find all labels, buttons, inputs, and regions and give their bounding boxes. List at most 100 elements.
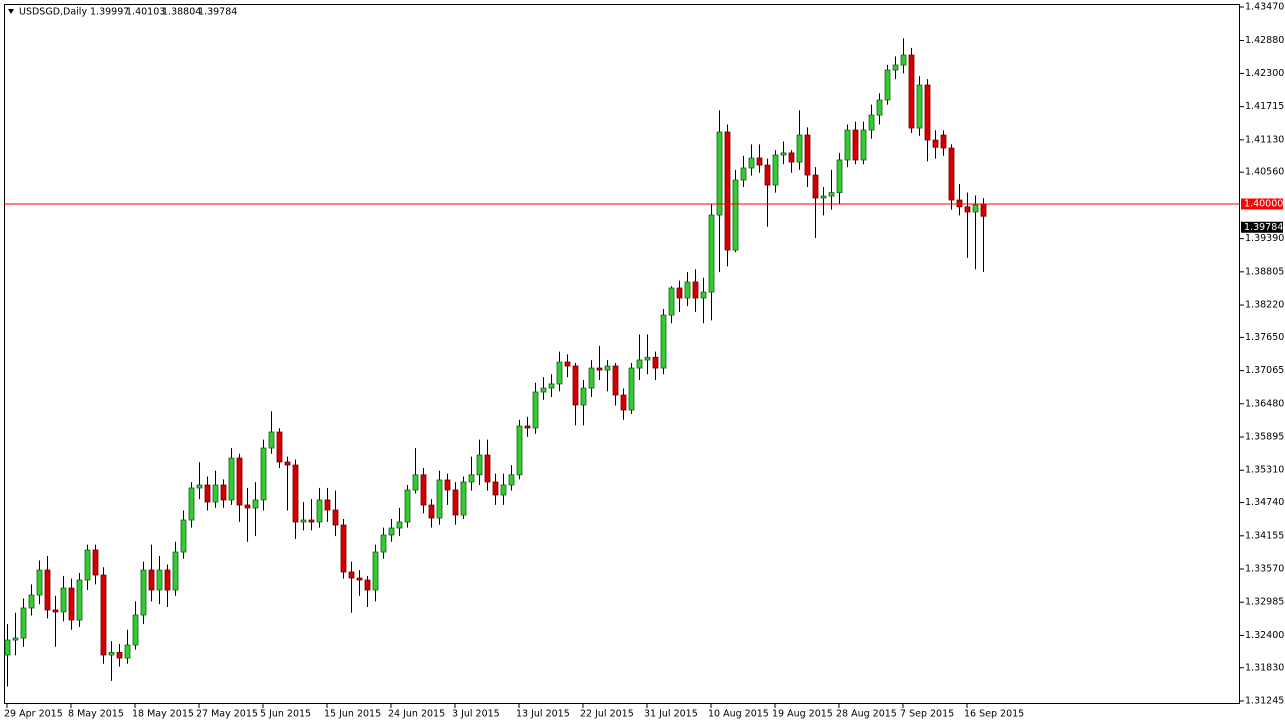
reference-label-box [1241, 198, 1283, 210]
y-tick-label: 1.31830 [1245, 662, 1284, 673]
candle-body [748, 157, 755, 169]
candle-body [244, 504, 251, 509]
reference-label: 1.40000 [1244, 198, 1283, 209]
y-tick-label: 1.32400 [1245, 630, 1284, 641]
candle-body [916, 84, 923, 129]
candle-body [980, 203, 987, 217]
candle-body [28, 594, 35, 609]
price-label: 1.39784 [1244, 222, 1283, 233]
x-tick-label: 29 Apr 2015 [4, 709, 63, 720]
candle-body [340, 524, 347, 573]
candle-body [444, 479, 451, 491]
candle-body [172, 551, 179, 591]
candle-body [860, 129, 867, 161]
x-tick-label: 10 Aug 2015 [708, 709, 769, 720]
candle-body [556, 361, 563, 385]
candle-body [292, 464, 299, 523]
candle-body [900, 54, 907, 66]
candle-body [140, 569, 147, 616]
candle-body [84, 549, 91, 581]
chart-title: USDSGD,Daily [19, 7, 87, 18]
candle-body [972, 204, 979, 213]
candle-body [740, 167, 747, 181]
price-label-box [1241, 221, 1283, 233]
candle-body [268, 431, 275, 449]
y-tick-label: 1.37065 [1245, 365, 1284, 376]
candle-body [572, 365, 579, 406]
menu-arrow[interactable] [8, 9, 14, 14]
header-high: 1.40103 [126, 7, 165, 18]
candle-body [196, 484, 203, 489]
y-tick-label: 1.38220 [1245, 300, 1284, 311]
candle-body [644, 356, 651, 361]
candle-body [516, 425, 523, 476]
candle-body [348, 571, 355, 579]
candle-body [156, 569, 163, 591]
candle-body [148, 569, 155, 591]
candle-body [332, 509, 339, 526]
candle-body [820, 195, 827, 199]
y-tick-label: 1.34155 [1245, 530, 1284, 541]
candle-body [780, 152, 787, 156]
candle-body [756, 157, 763, 166]
candle-body [92, 549, 99, 576]
candle-body [964, 206, 971, 213]
candle-body [772, 154, 779, 186]
candle-body [652, 356, 659, 369]
x-tick-label: 5 Jun 2015 [260, 709, 311, 720]
candle-body [476, 454, 483, 476]
candle-body [868, 114, 875, 131]
candle-body [276, 431, 283, 463]
candle-body [396, 521, 403, 529]
candle-body [316, 499, 323, 523]
candle-body [52, 609, 59, 613]
x-tick-label: 28 Aug 2015 [836, 709, 897, 720]
candle-body [956, 199, 963, 208]
candle-body [492, 481, 499, 496]
candle-body [940, 134, 947, 149]
candle-body [204, 484, 211, 503]
candle-body [532, 391, 539, 429]
candle-body [44, 569, 51, 611]
candle-body [700, 291, 707, 299]
candle-body [212, 484, 219, 503]
plot-frame [4, 4, 1240, 704]
candle-body [660, 314, 667, 369]
candle-body [124, 644, 131, 659]
candle-body [284, 461, 291, 466]
candle-body [324, 499, 331, 511]
candle-body [876, 99, 883, 116]
candle-body [68, 587, 75, 621]
candle-body [540, 387, 547, 393]
candle-body [788, 152, 795, 163]
x-tick-label: 15 Jun 2015 [324, 709, 381, 720]
y-tick-label: 1.38805 [1245, 266, 1284, 277]
candle-body [844, 129, 851, 161]
candle-body [796, 134, 803, 163]
candle-body [260, 447, 267, 501]
candle-body [236, 457, 243, 506]
x-tick-label: 7 Sep 2015 [900, 709, 954, 720]
candle-body [764, 164, 771, 186]
header-close: 1.39784 [198, 7, 237, 18]
candle-body [428, 504, 435, 519]
candle-body [372, 551, 379, 591]
y-tick-label: 1.39390 [1245, 233, 1284, 244]
candle-body [252, 499, 259, 509]
candle-body [4, 639, 11, 656]
candle-body [732, 179, 739, 251]
candle-body [188, 487, 195, 521]
candle-body [36, 569, 43, 596]
candle-body [524, 425, 531, 429]
candle-body [692, 281, 699, 299]
x-tick-label: 27 May 2015 [196, 709, 258, 720]
candle-body [500, 484, 507, 496]
candle-body [132, 614, 139, 646]
y-tick-label: 1.43470 [1245, 2, 1284, 13]
candle-body [580, 387, 587, 406]
y-tick-label: 1.42300 [1245, 68, 1284, 79]
candle-body [828, 192, 835, 197]
candle-body [892, 64, 899, 71]
